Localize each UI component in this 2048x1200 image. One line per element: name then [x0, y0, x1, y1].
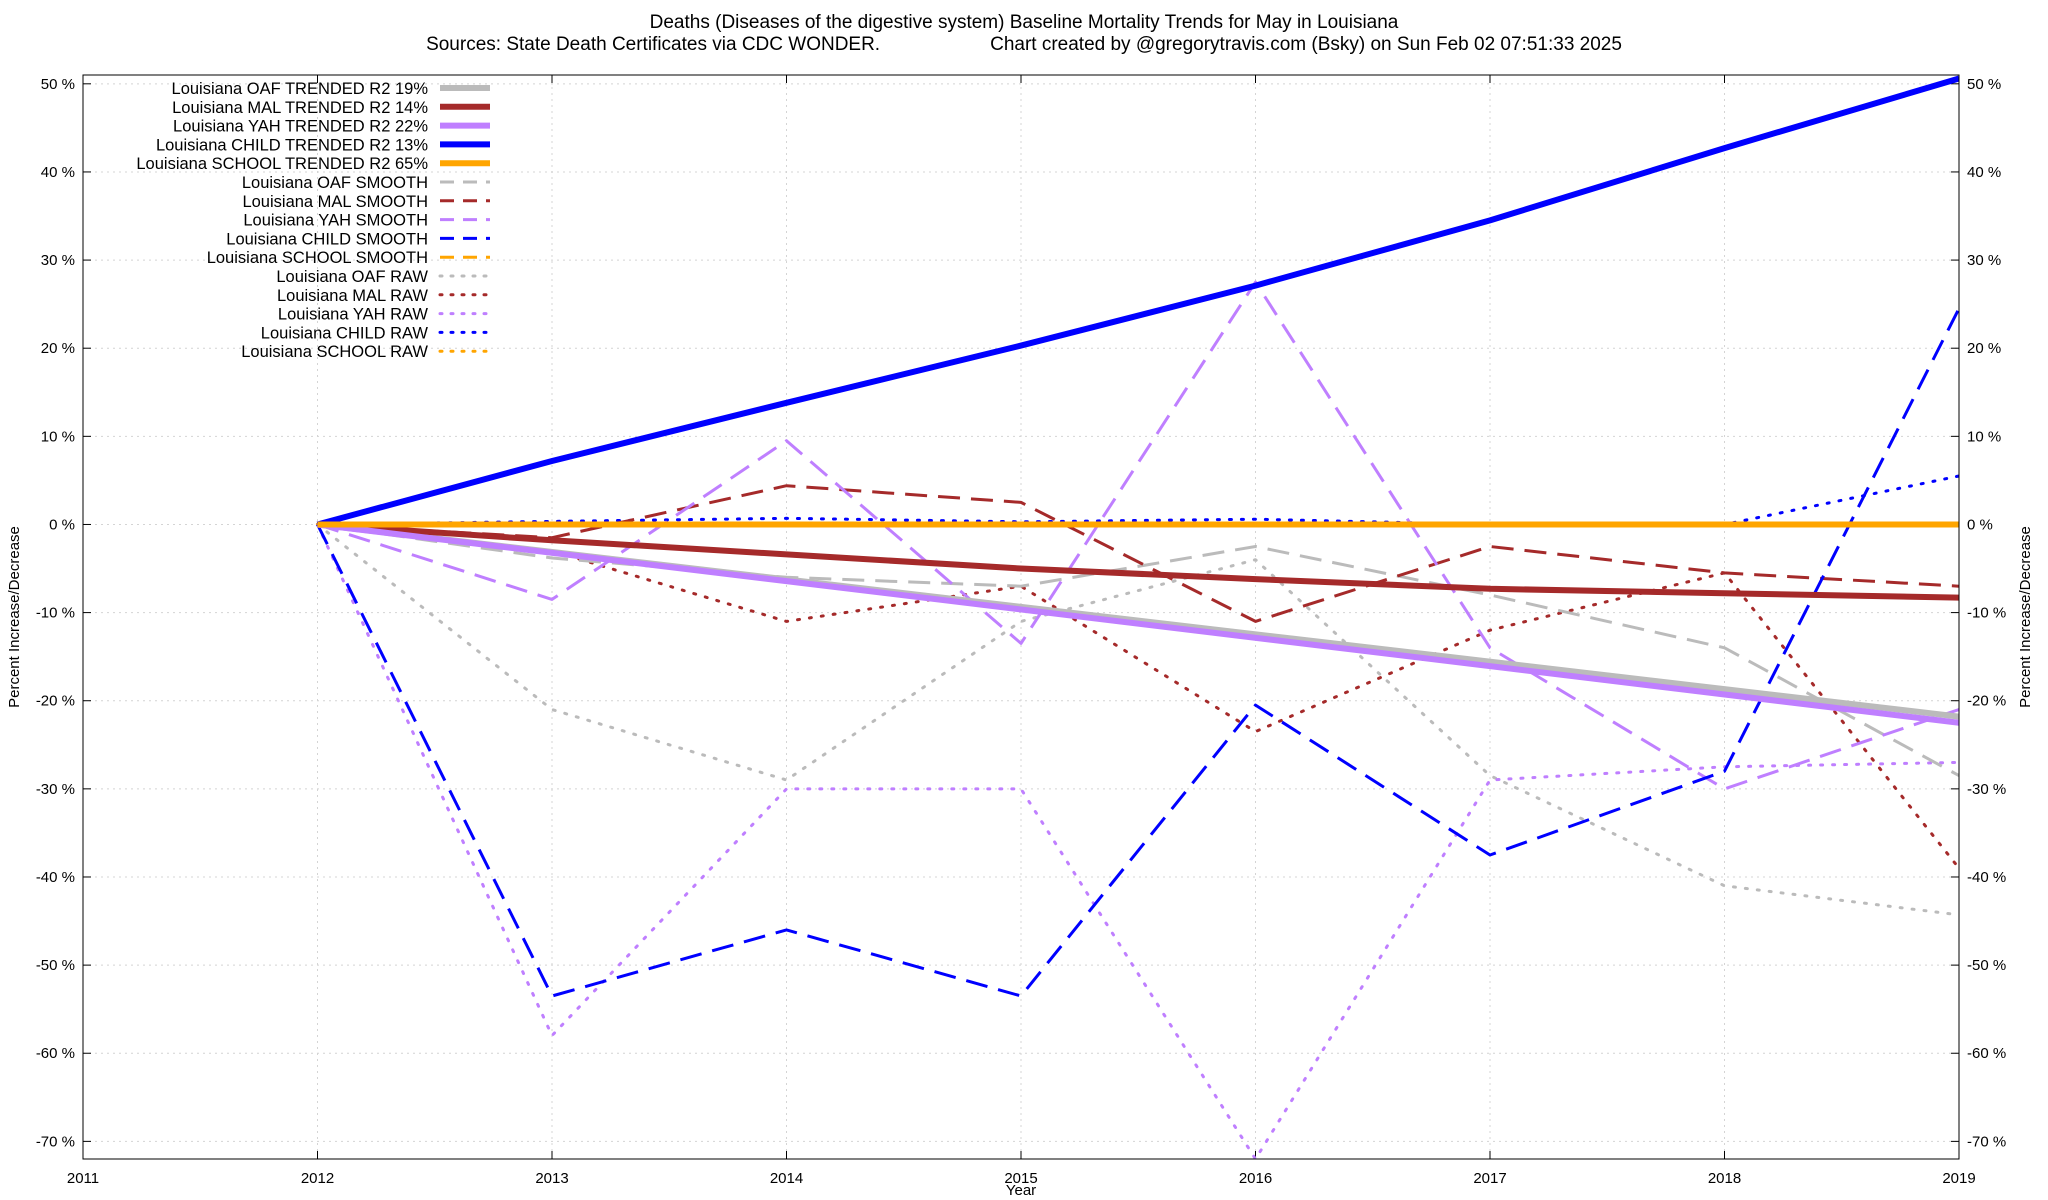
y-tick-label-left: -40 %: [36, 869, 75, 886]
legend-label-11: Louisiana OAF RAW: [276, 268, 428, 286]
y-tick-label-left: 30 %: [41, 252, 75, 269]
legend-label-15: Louisiana SCHOOL RAW: [241, 343, 428, 361]
y-tick-label-left: -10 %: [36, 605, 75, 622]
y-tick-label-right: 0 %: [1967, 516, 1993, 533]
x-tick-label: 2012: [301, 1170, 334, 1187]
y-tick-label-left: -20 %: [36, 693, 75, 710]
y-tick-label-right: 40 %: [1967, 164, 2001, 181]
x-tick-label: 2017: [1473, 1170, 1506, 1187]
plot-border: [82, 74, 1960, 1160]
y-tick-label-right: 30 %: [1967, 252, 2001, 269]
series-line-13: [316, 523, 1959, 1159]
y-axis-label-right: Percent Increase/Decrease: [2017, 526, 2034, 708]
y-axis-label-left: Percent Increase/Decrease: [6, 526, 23, 708]
legend-label-12: Louisiana MAL RAW: [277, 287, 428, 305]
legend-label-7: Louisiana MAL SMOOTH: [242, 193, 428, 211]
x-tick-label: 2016: [1239, 1170, 1272, 1187]
y-tick-label-right: -50 %: [1967, 957, 2006, 974]
y-tick-label-right: 20 %: [1967, 340, 2001, 357]
y-tick-label-right: -40 %: [1967, 869, 2006, 886]
y-tick-label-right: -30 %: [1967, 781, 2006, 798]
legend-label-5: Louisiana SCHOOL TRENDED R2 65%: [136, 155, 428, 173]
y-tick-label-left: 10 %: [41, 428, 75, 445]
legend-label-10: Louisiana SCHOOL SMOOTH: [207, 249, 428, 267]
legend-label-6: Louisiana OAF SMOOTH: [242, 174, 428, 192]
x-tick-label: 2019: [1942, 1170, 1975, 1187]
legend-label-9: Louisiana CHILD SMOOTH: [226, 230, 428, 248]
y-tick-label-right: 50 %: [1967, 76, 2001, 93]
y-tick-label-left: -70 %: [36, 1133, 75, 1150]
chart-subtitle: Sources: State Death Certificates via CD…: [0, 34, 2048, 56]
series-line-3: [317, 521, 1959, 726]
legend-label-4: Louisiana CHILD TRENDED R2 13%: [156, 136, 428, 154]
legend-label-2: Louisiana MAL TRENDED R2 14%: [172, 99, 428, 117]
legend-label-1: Louisiana OAF TRENDED R2 19%: [172, 80, 429, 98]
y-tick-label-left: 20 %: [41, 340, 75, 357]
x-axis-label: Year: [1006, 1182, 1036, 1199]
legend-label-14: Louisiana CHILD RAW: [261, 324, 429, 342]
y-tick-label-left: -50 %: [36, 957, 75, 974]
y-tick-label-left: 50 %: [41, 76, 75, 93]
y-tick-label-left: -60 %: [36, 1045, 75, 1062]
chart-subtitle-sources: Sources: State Death Certificates via CD…: [426, 34, 881, 55]
chart-title-block: Deaths (Diseases of the digestive system…: [0, 12, 2048, 56]
series-line-4: [316, 75, 1959, 528]
series-line-6: [317, 523, 1959, 777]
x-tick-label: 2014: [770, 1170, 803, 1187]
x-tick-label: 2011: [67, 1170, 99, 1187]
y-tick-label-left: -30 %: [36, 781, 75, 798]
y-tick-label-right: -20 %: [1967, 693, 2006, 710]
x-tick-label: 2015: [1004, 1170, 1037, 1187]
series-line-9: [316, 307, 1959, 998]
y-tick-label-left: 40 %: [41, 164, 75, 181]
y-tick-label-right: -10 %: [1967, 605, 2006, 622]
y-tick-label-left: 0 %: [49, 516, 75, 533]
legend-label-13: Louisiana YAH RAW: [278, 306, 429, 324]
y-tick-label-right: -70 %: [1967, 1133, 2006, 1150]
series-line-7: [317, 484, 1959, 623]
legend-label-8: Louisiana YAH SMOOTH: [243, 212, 428, 230]
y-tick-label-right: -60 %: [1967, 1045, 2006, 1062]
legend-label-3: Louisiana YAH TRENDED R2 22%: [173, 118, 428, 136]
chart-title: Deaths (Diseases of the digestive system…: [649, 12, 1399, 33]
y-tick-label-right: 10 %: [1967, 428, 2001, 445]
chart-subtitle-credit: Chart created by @gregorytravis.com (Bsk…: [990, 34, 1622, 55]
x-tick-label: 2013: [535, 1170, 568, 1187]
series-line-11: [316, 523, 1959, 917]
series-line-2: [317, 521, 1959, 601]
x-tick-label: 2018: [1708, 1170, 1741, 1187]
series-line-8: [317, 280, 1959, 791]
